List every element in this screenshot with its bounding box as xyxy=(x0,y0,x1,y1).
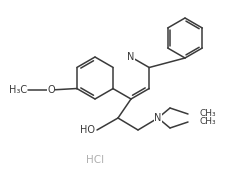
Text: HO: HO xyxy=(80,125,95,135)
Text: N: N xyxy=(127,52,135,62)
Text: CH₃: CH₃ xyxy=(200,110,217,119)
Text: O: O xyxy=(47,85,55,95)
Text: CH₃: CH₃ xyxy=(200,117,217,127)
Text: HCl: HCl xyxy=(86,155,104,165)
Text: H₃C: H₃C xyxy=(9,85,27,95)
Text: N: N xyxy=(154,113,162,123)
